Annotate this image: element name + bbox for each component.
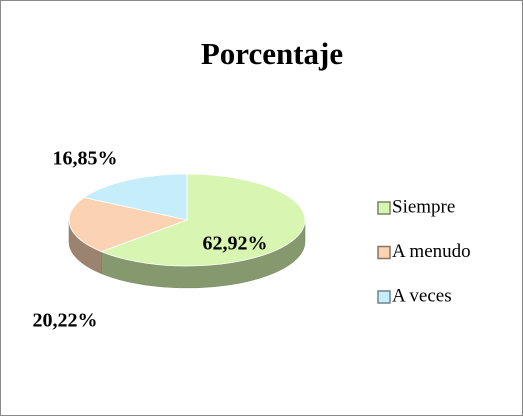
legend-swatch xyxy=(377,290,391,304)
data-label: 20,22% xyxy=(33,310,98,332)
data-label: 16,85% xyxy=(53,148,118,170)
legend-swatch xyxy=(377,201,391,215)
slice xyxy=(100,173,306,267)
legend-label: Siempre xyxy=(392,196,455,217)
legend-swatch xyxy=(377,245,391,260)
slice xyxy=(83,173,188,221)
chart-title: Porcentaje xyxy=(201,36,343,71)
slice xyxy=(68,197,189,253)
legend-label: A veces xyxy=(392,285,452,306)
legend-label: A menudo xyxy=(392,241,471,262)
data-label: 62,92% xyxy=(203,233,268,255)
